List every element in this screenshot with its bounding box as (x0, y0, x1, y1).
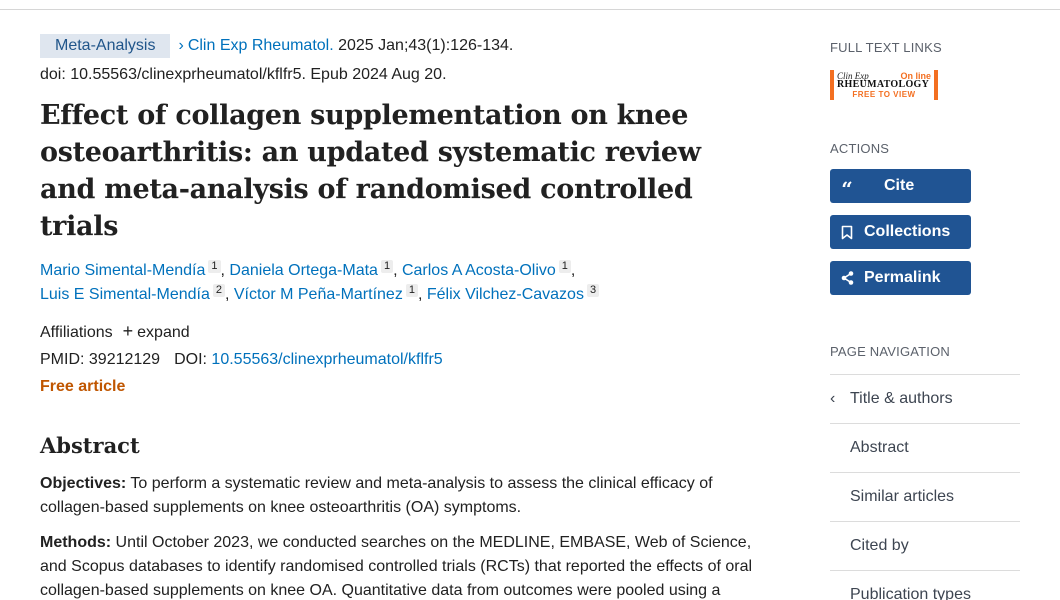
author-link[interactable]: Daniela Ortega-Mata (229, 262, 378, 279)
free-article-label: Free article (40, 378, 126, 395)
affiliation-number[interactable]: 1 (380, 260, 394, 273)
article-main: Meta-Analysis › Clin Exp Rheumatol. 2025 J… (40, 33, 770, 600)
nav-item-title-authors[interactable]: ‹ Title & authors (830, 375, 1020, 424)
cite-button[interactable]: “ Cite (830, 169, 971, 203)
actions-heading: ACTIONS (830, 141, 890, 156)
affiliation-number[interactable]: 2 (212, 284, 225, 297)
bookmark-icon (830, 225, 864, 240)
collections-button[interactable]: Collections (830, 215, 971, 249)
top-divider (0, 9, 1060, 10)
sidebar: FULL TEXT LINKS Clin Exp On line RHEUMAT… (830, 40, 1020, 600)
abstract-objectives: Objectives: To perform a systematic revi… (40, 475, 713, 516)
plus-icon: + (122, 321, 134, 341)
author-list: Mario Simental-Mendía 1, Daniela Ortega-M… (40, 259, 770, 307)
affiliation-number[interactable]: 1 (405, 284, 418, 297)
pmid: PMID: 39212129 (40, 351, 161, 368)
permalink-button[interactable]: Permalink (830, 261, 971, 295)
journal-full-text-link[interactable]: Clin Exp On line RHEUMATOLOGY FREE TO VI… (830, 70, 938, 100)
affiliation-number[interactable]: 1 (208, 260, 221, 273)
identifiers: PMID: 39212129 DOI: 10.55563/clinexprheum… (40, 348, 770, 372)
abstract-heading: Abstract (40, 433, 140, 458)
author-link[interactable]: Mario Simental-Mendía (40, 262, 206, 279)
publication-type-badge: Meta-Analysis (40, 34, 171, 58)
citation-details: 2025 Jan;43(1):126-134. (333, 37, 514, 54)
affiliation-number[interactable]: 3 (586, 284, 600, 297)
affiliations-label: Affiliations (40, 324, 113, 341)
journal-link[interactable]: Clin Exp Rheumatol. (187, 37, 334, 54)
quote-icon: “ (841, 177, 853, 201)
chevron-right-icon: › (178, 37, 184, 54)
affiliations-toggle[interactable]: Affiliations + expand (40, 319, 770, 345)
page-navigation-heading: PAGE NAVIGATION (830, 344, 951, 359)
article-title: Effect of collagen supplementation on kn… (40, 100, 701, 242)
full-text-links-heading: FULL TEXT LINKS (830, 40, 942, 55)
nav-item-abstract[interactable]: Abstract (830, 424, 1020, 473)
author-link[interactable]: Carlos A Acosta-Olivo (401, 262, 556, 279)
affiliation-number[interactable]: 1 (558, 260, 571, 273)
share-icon (830, 271, 864, 285)
nav-item-publication-types[interactable]: Publication types (830, 571, 1020, 600)
citation-line: Meta-Analysis › Clin Exp Rheumatol. 2025 J… (40, 33, 770, 59)
doi-epub-line: doi: 10.55563/clinexprheumatol/kflfr5. E… (40, 66, 447, 83)
expand-button[interactable]: expand (137, 324, 190, 341)
chevron-left-icon: ‹ (830, 390, 836, 407)
page-navigation: ‹ Title & authors Abstract Similar artic… (830, 374, 1020, 600)
author-link[interactable]: Luis E Simental-Mendía (40, 286, 210, 303)
abstract-methods: Methods: Until October 2023, we conducte… (40, 534, 753, 599)
doi-link[interactable]: 10.55563/clinexprheumatol/kflfr5 (211, 351, 443, 368)
author-link[interactable]: Félix Vilchez-Cavazos (426, 286, 584, 303)
doi-label: DOI: (174, 351, 207, 368)
author-link[interactable]: Víctor M Peña-Martínez (233, 286, 403, 303)
nav-item-cited-by[interactable]: Cited by (830, 522, 1020, 571)
nav-item-similar-articles[interactable]: Similar articles (830, 473, 1020, 522)
